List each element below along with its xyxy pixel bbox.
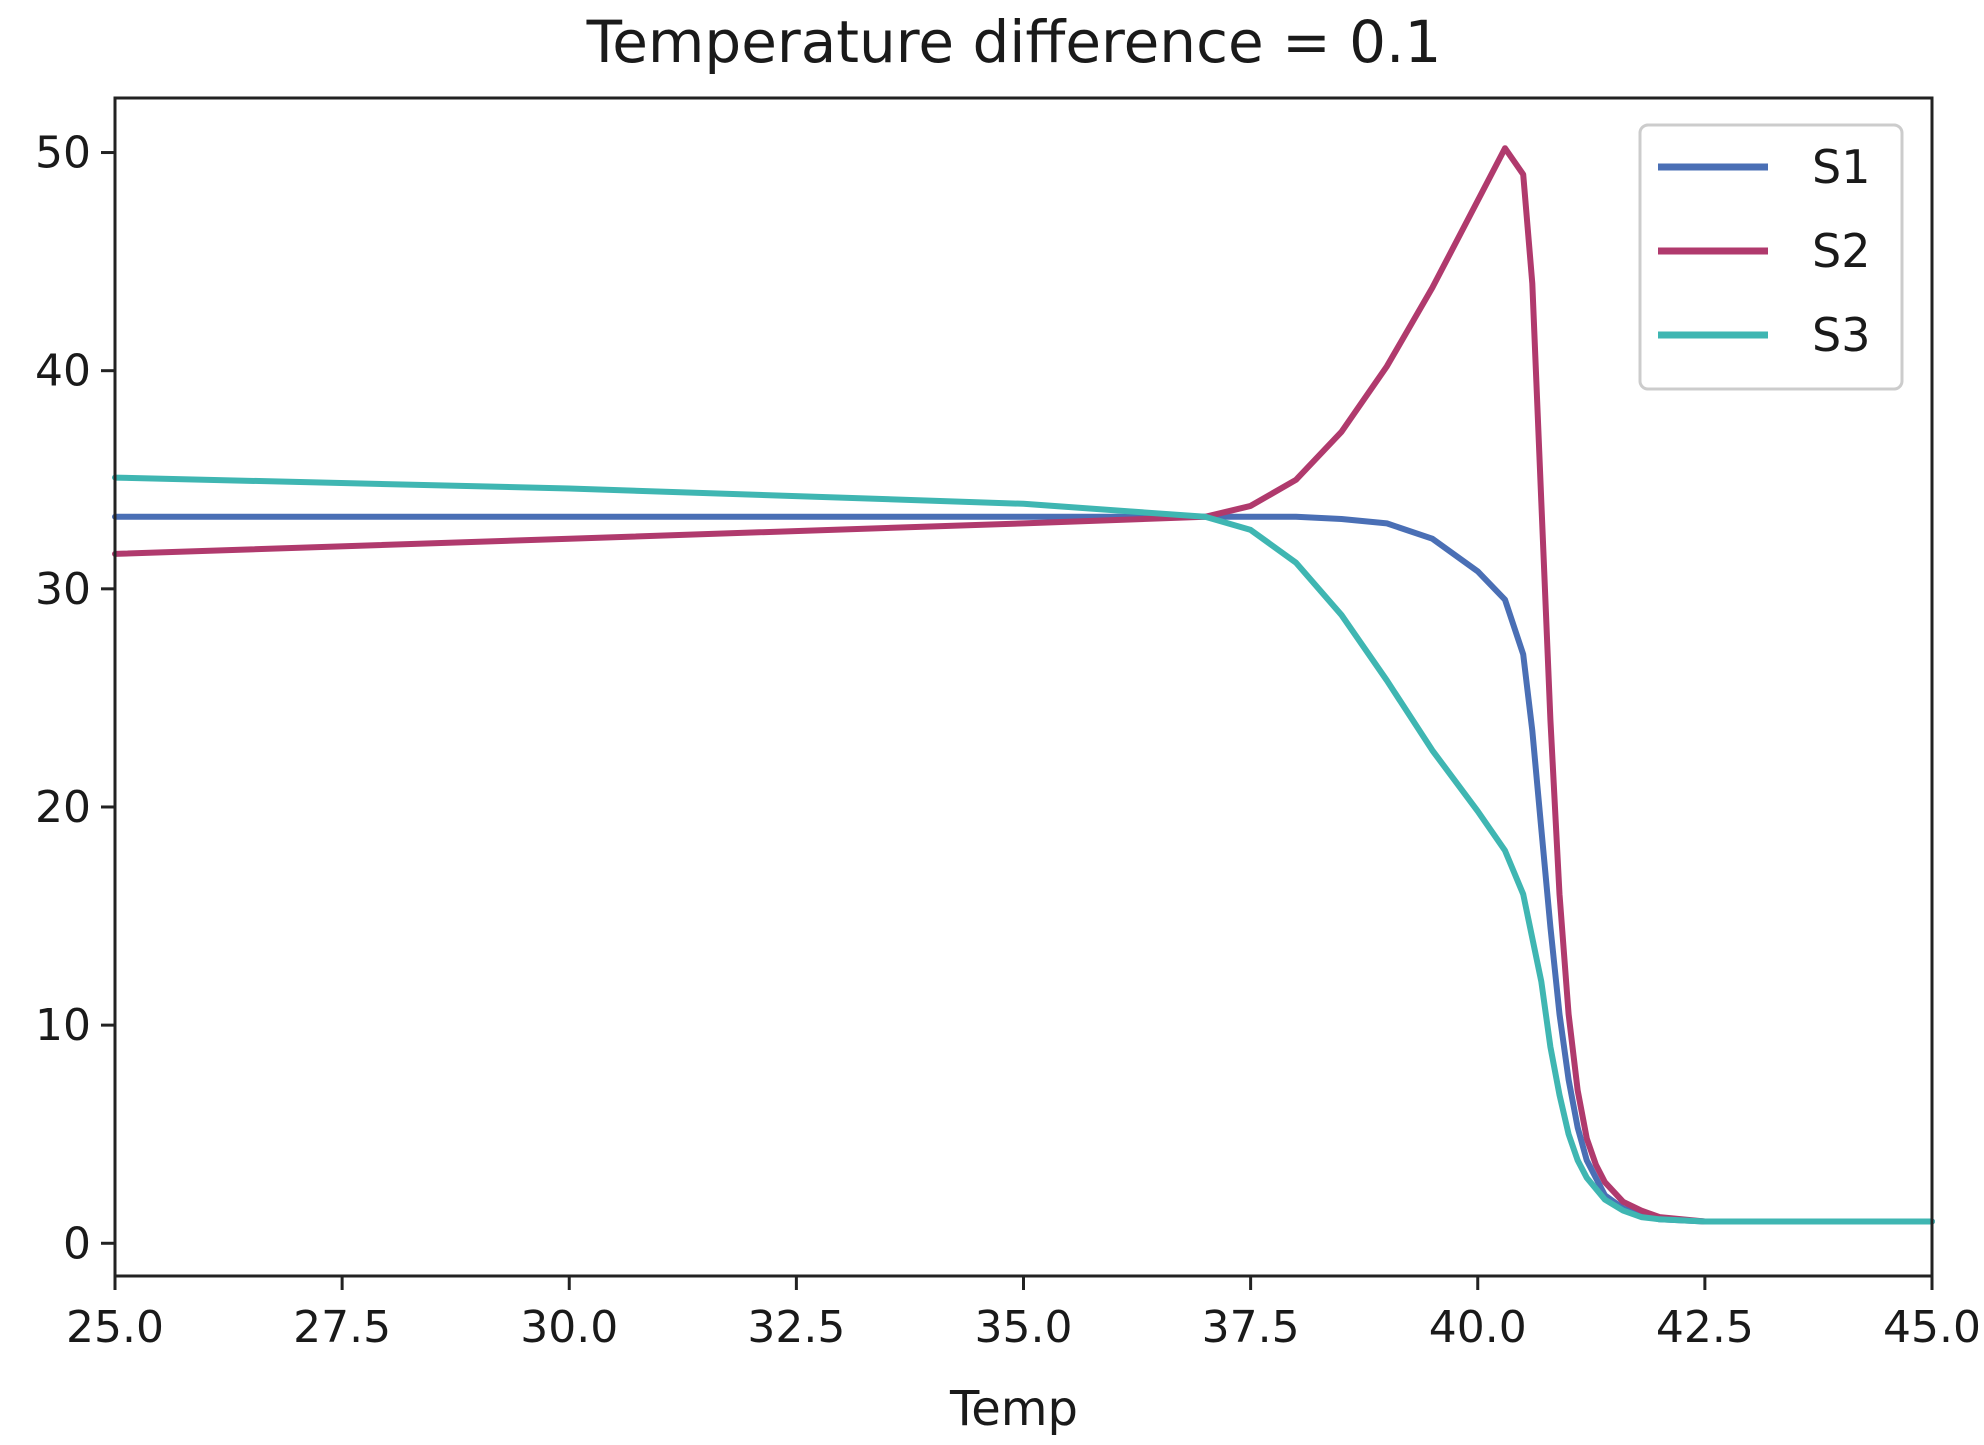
- y-tick-label: 20: [35, 782, 91, 833]
- x-axis: 25.0 27.5 30.0 32.5 35.0 37.5 40.0 42.5 45.0: [66, 1276, 1981, 1353]
- series-line-s2: [112, 145, 1935, 1225]
- y-tick-label: 30: [35, 564, 91, 615]
- x-tick-label: 30.0: [520, 1302, 618, 1353]
- y-tick-label: 0: [63, 1218, 91, 1269]
- y-axis: 0 10 20 30 40 50: [35, 128, 115, 1269]
- legend-label-s1: S1: [1812, 140, 1870, 194]
- x-tick-label: 45.0: [1883, 1302, 1981, 1353]
- x-tick-label: 25.0: [66, 1302, 164, 1353]
- legend-box: [1638, 123, 1904, 391]
- y-tick-label: 50: [35, 128, 91, 179]
- legend-label-s3: S3: [1812, 308, 1870, 362]
- x-axis-label: Temp: [949, 1381, 1078, 1437]
- y-tick-label: 40: [35, 346, 91, 397]
- chart-title: Temperature difference = 0.1: [586, 8, 1442, 76]
- x-tick-label: 32.5: [747, 1302, 845, 1353]
- plot-area: [112, 145, 1935, 1225]
- y-tick-label: 10: [35, 1000, 91, 1051]
- x-tick-label: 27.5: [293, 1302, 391, 1353]
- legend: S1 S2 S3: [1638, 123, 1904, 391]
- legend-label-s2: S2: [1812, 224, 1870, 278]
- x-tick-label: 42.5: [1656, 1302, 1754, 1353]
- x-tick-label: 40.0: [1429, 1302, 1527, 1353]
- x-tick-label: 35.0: [975, 1302, 1073, 1353]
- x-tick-label: 37.5: [1202, 1302, 1300, 1353]
- series-line-s3: [112, 474, 1935, 1225]
